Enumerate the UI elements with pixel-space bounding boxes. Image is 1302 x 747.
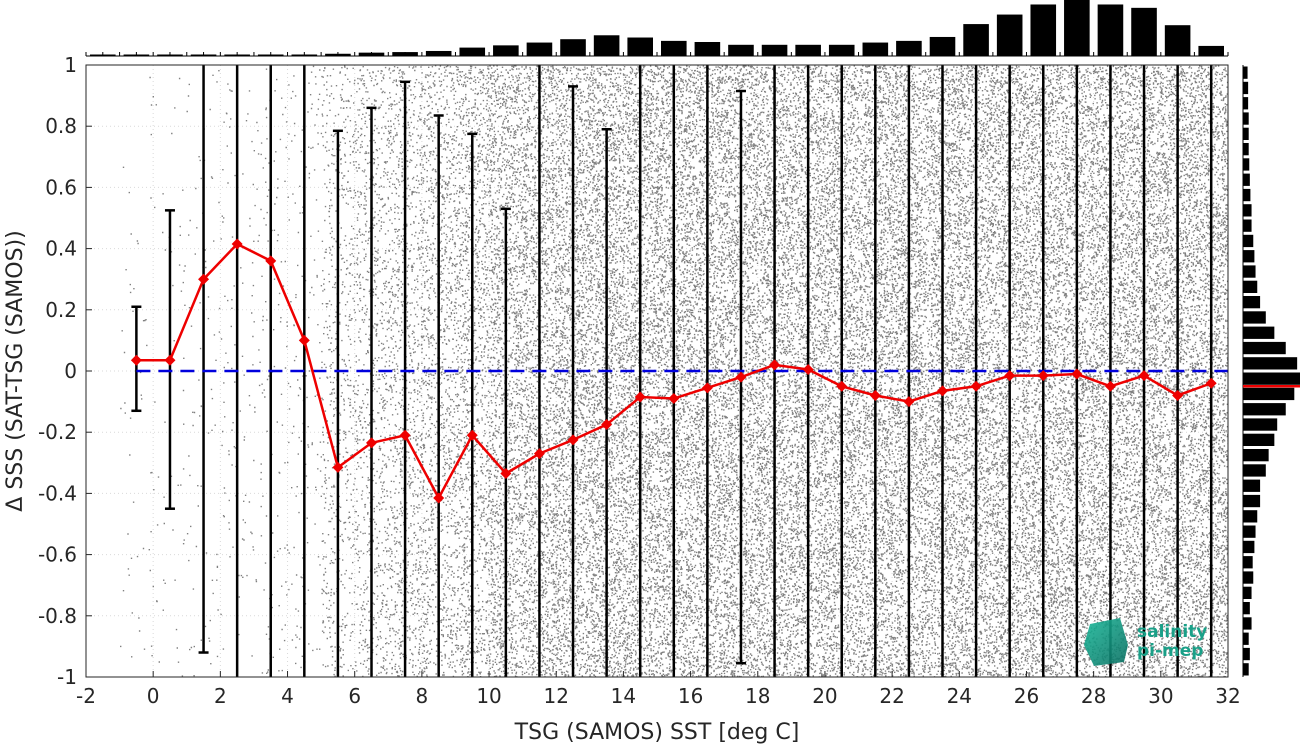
right-histogram-bar: [1243, 296, 1260, 308]
right-histogram-bar: [1243, 663, 1249, 675]
right-histogram-bar: [1243, 526, 1256, 538]
right-histogram-bar: [1243, 342, 1286, 354]
right-histogram-bar: [1243, 357, 1297, 369]
x-tick-label: 16: [678, 684, 703, 708]
right-histogram-bar: [1243, 633, 1249, 645]
x-tick-label: 30: [1148, 684, 1173, 708]
right-histogram: [1243, 67, 1300, 676]
top-histogram-bar: [1030, 4, 1056, 56]
x-tick-label: 22: [879, 684, 904, 708]
x-tick-label: 8: [416, 684, 429, 708]
right-histogram-bar: [1243, 235, 1253, 247]
right-histogram-bar: [1243, 128, 1249, 140]
x-tick-label: 26: [1014, 684, 1039, 708]
y-axis-ticks: -1 -0.8 -0.6 -0.4 -0.2 0 0.2 0.4 0.6 0.8 1: [38, 53, 92, 689]
right-histogram-bar: [1243, 97, 1248, 109]
y-tick-label: -0.4: [38, 481, 77, 505]
x-tick-label: 18: [745, 684, 770, 708]
x-tick-label: 6: [348, 684, 361, 708]
right-histogram-bar: [1243, 158, 1249, 170]
right-histogram-bar: [1243, 556, 1253, 568]
right-histogram-bar: [1243, 220, 1252, 232]
x-tick-label: 10: [476, 684, 501, 708]
right-histogram-bar: [1243, 449, 1269, 461]
logo-cube-icon: [1084, 618, 1128, 666]
x-tick-label: 2: [214, 684, 227, 708]
right-histogram-bar: [1243, 67, 1248, 79]
x-tick-label: 24: [947, 684, 972, 708]
right-histogram-bar: [1243, 571, 1253, 583]
y-tick-label: -0.6: [38, 543, 77, 567]
right-histogram-bar: [1243, 373, 1300, 385]
x-tick-label: 14: [611, 684, 636, 708]
right-histogram-bar: [1243, 434, 1274, 446]
right-histogram-bar: [1243, 388, 1294, 400]
right-histogram-bar: [1243, 617, 1252, 629]
y-tick-label: 0.8: [45, 114, 77, 138]
right-histogram-bar: [1243, 648, 1250, 660]
x-tick-label: 20: [812, 684, 837, 708]
right-histogram-bar: [1243, 143, 1249, 155]
x-tick-label: 12: [544, 684, 569, 708]
right-histogram-bar: [1243, 174, 1250, 186]
x-tick-label: 28: [1081, 684, 1106, 708]
top-histogram-bar: [997, 15, 1023, 56]
top-histogram: [86, 0, 1228, 56]
logo-line1: salinity: [1137, 622, 1207, 642]
right-histogram-bar: [1243, 418, 1277, 430]
right-histogram-bar: [1243, 602, 1250, 614]
right-histogram-bar: [1243, 587, 1252, 599]
right-histogram-bar: [1243, 250, 1254, 262]
top-histogram-bar: [1131, 8, 1157, 56]
y-tick-label: -0.2: [38, 420, 77, 444]
y-tick-label: 0.4: [45, 237, 77, 261]
right-histogram-bar: [1243, 189, 1250, 201]
x-axis-label: TSG (SAMOS) SST [deg C]: [514, 720, 800, 745]
right-histogram-bar: [1243, 403, 1286, 415]
x-tick-label: -2: [76, 684, 96, 708]
logo-line2: pi-mep: [1137, 641, 1203, 661]
right-histogram-bar: [1243, 464, 1266, 476]
right-histogram-bar: [1243, 510, 1257, 522]
y-tick-label: 0.6: [45, 175, 77, 199]
right-histogram-bar: [1243, 480, 1260, 492]
right-histogram-bar: [1243, 311, 1266, 323]
top-histogram-bar: [1064, 0, 1090, 56]
y-tick-label: -1: [57, 665, 77, 689]
right-histogram-bar: [1243, 204, 1252, 216]
right-histogram-bar: [1243, 112, 1249, 124]
right-histogram-bar: [1243, 495, 1260, 507]
right-histogram-bar: [1243, 541, 1254, 553]
y-tick-label: 0: [64, 359, 77, 383]
x-tick-label: 4: [281, 684, 294, 708]
right-histogram-bar: [1243, 281, 1257, 293]
x-tick-label: 0: [147, 684, 160, 708]
top-histogram-bar: [1098, 4, 1124, 56]
y-tick-label: -0.8: [38, 604, 77, 628]
y-axis-label: Δ SSS (SAT-TSG (SAMOS)): [3, 230, 28, 511]
top-histogram-bar: [1165, 25, 1191, 56]
y-tick-label: 1: [64, 53, 77, 77]
y-tick-label: 0.2: [45, 298, 77, 322]
right-histogram-bar: [1243, 327, 1274, 339]
right-histogram-bar: [1243, 82, 1248, 94]
right-histogram-bar: [1243, 265, 1256, 277]
salinity-pi-mep-logo: salinity pi-mep: [1084, 618, 1207, 666]
x-tick-label: 32: [1215, 684, 1240, 708]
top-histogram-bar: [963, 24, 989, 56]
